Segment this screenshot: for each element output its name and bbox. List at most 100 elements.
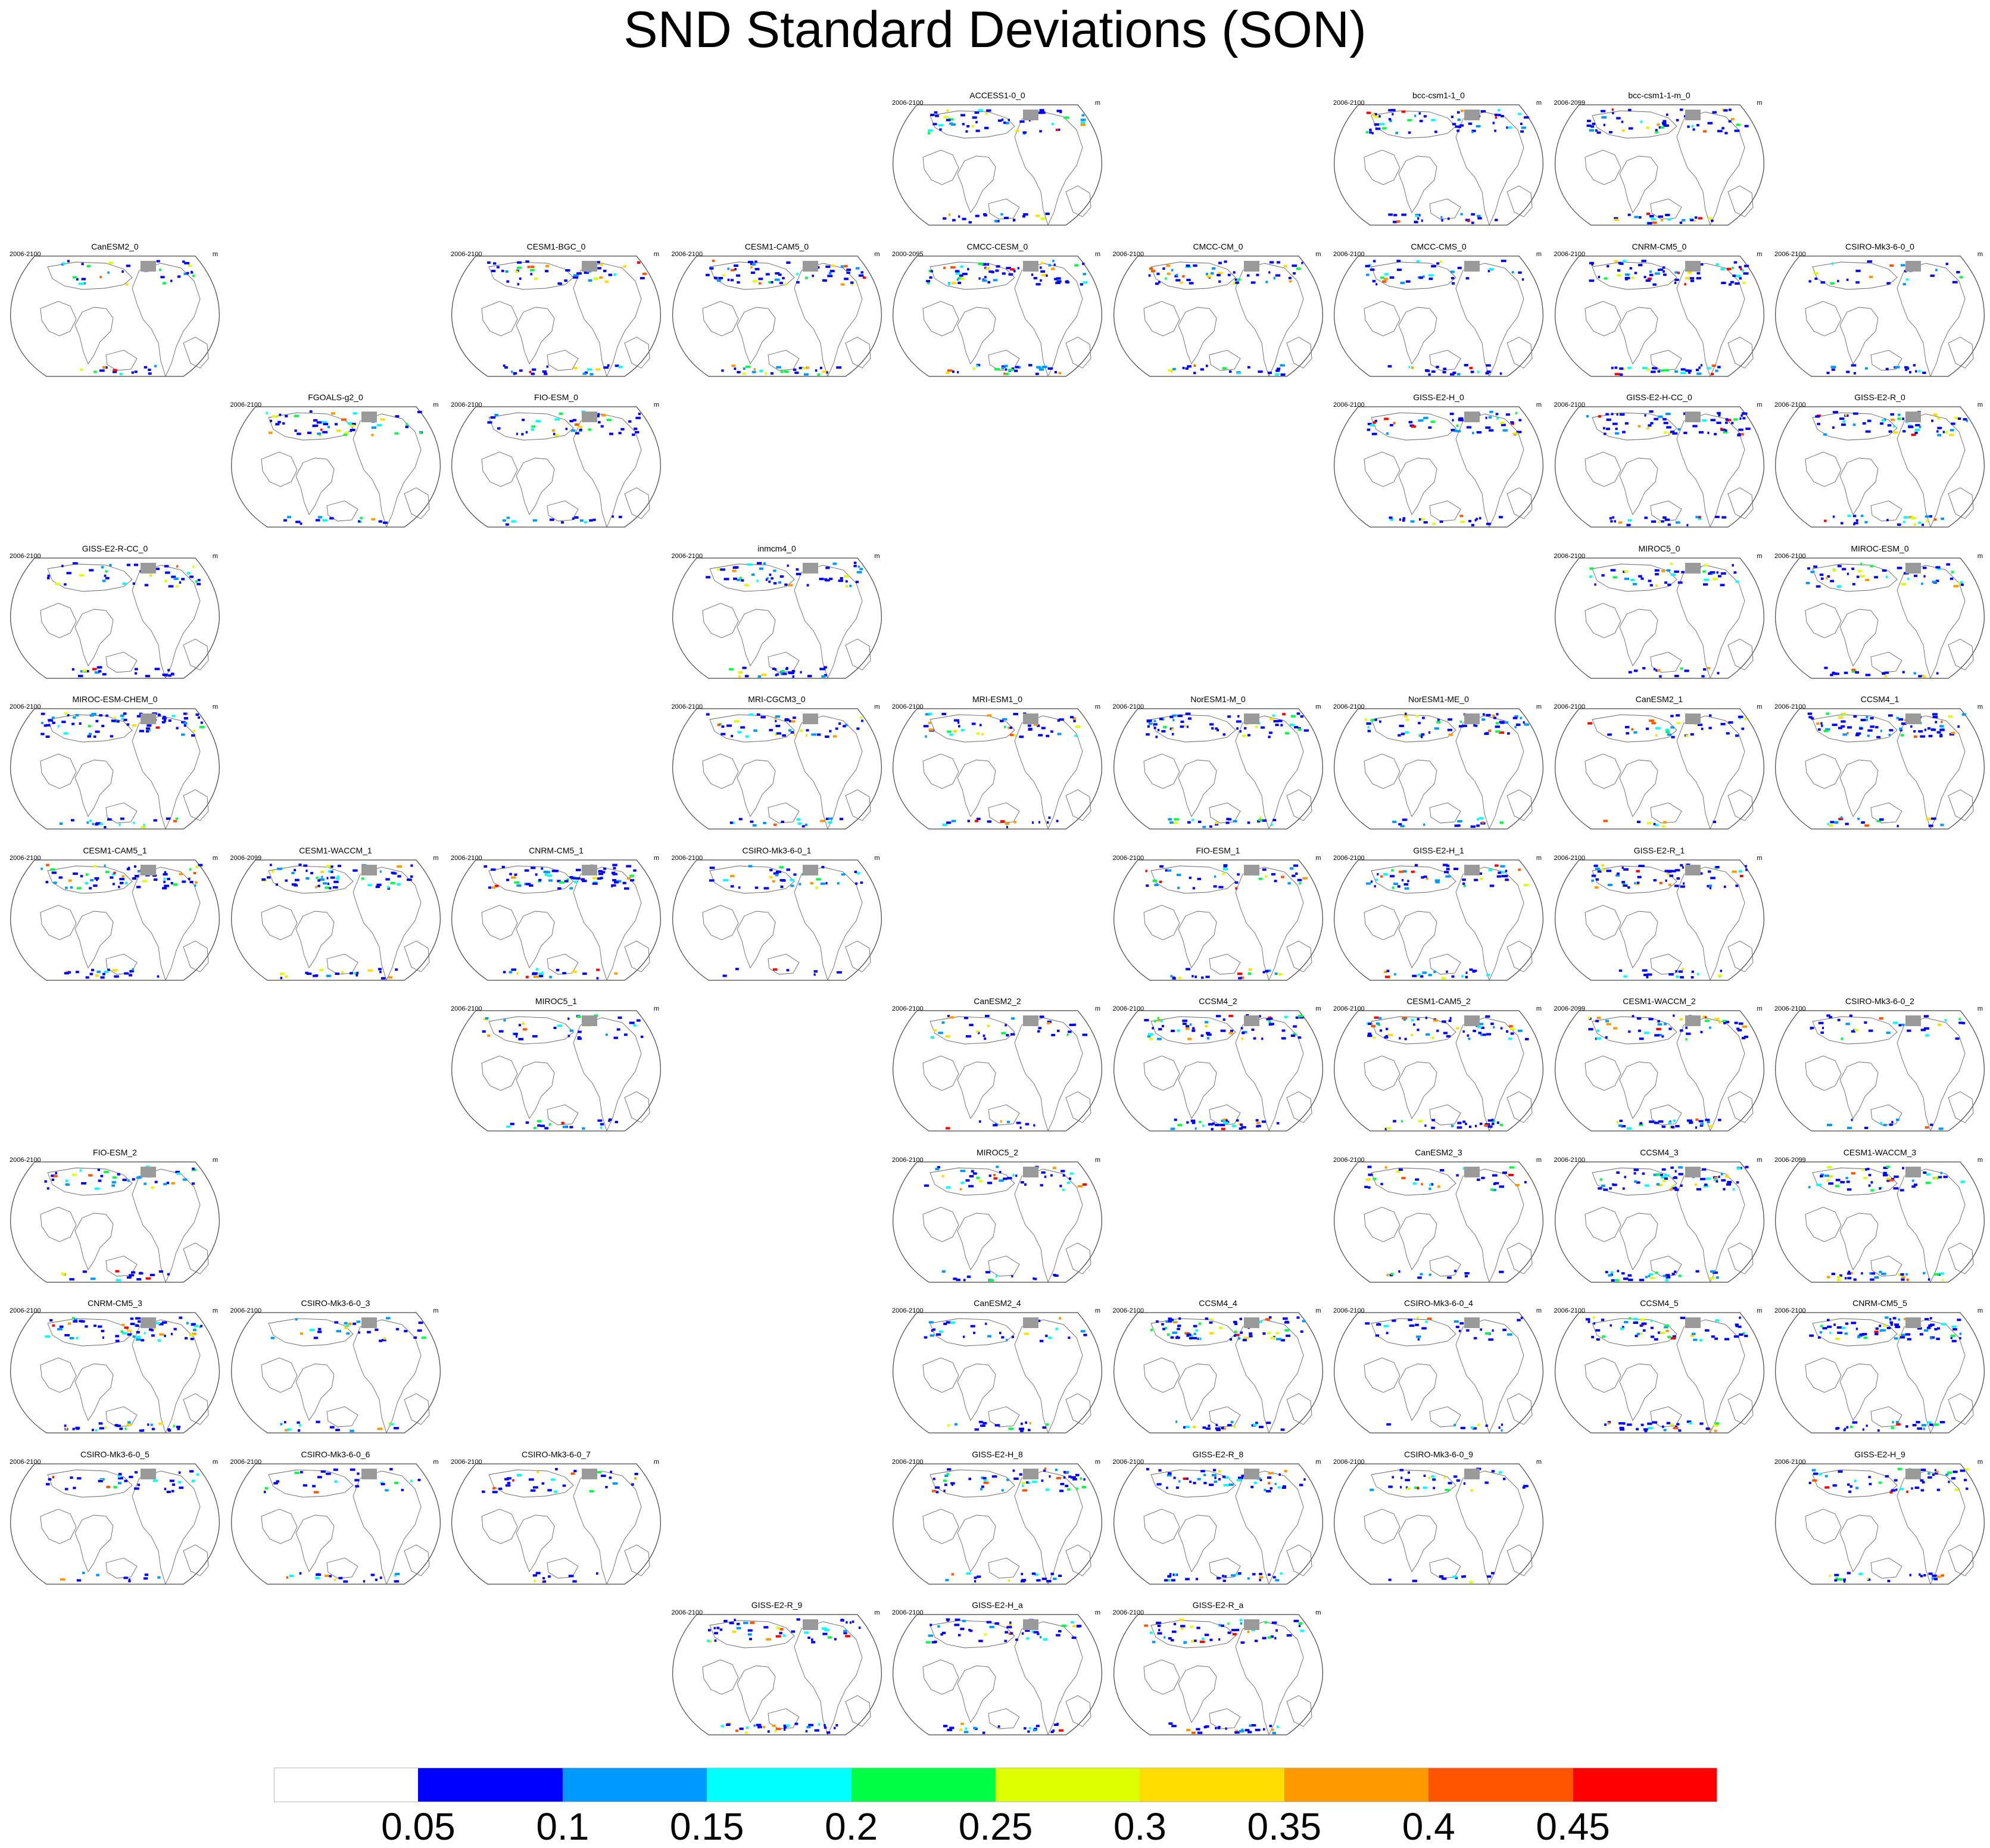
globe-map	[893, 708, 1102, 830]
globe-map	[672, 859, 882, 981]
globe-outline	[1113, 708, 1323, 830]
map-panel: GISS-E2-H_1 2006-2100 m	[1328, 846, 1549, 989]
globe-map	[1334, 104, 1543, 226]
coastline	[1371, 865, 1456, 893]
globe-outline	[1775, 708, 1985, 830]
globe-outline	[1775, 1463, 1985, 1585]
map-panel: FIO-ESM_1 2006-2100 m	[1108, 846, 1328, 989]
globe-map	[1113, 708, 1323, 830]
globe-outline	[893, 1614, 1102, 1735]
coastline	[1805, 1207, 1842, 1242]
globe-map	[893, 1463, 1102, 1585]
panel-title: MIROC-ESM-CHEM_0	[72, 694, 158, 704]
coastline	[957, 1061, 996, 1119]
panel-period: 2006-2100	[1774, 1307, 1806, 1314]
masked-region	[1905, 1468, 1921, 1479]
panel-title: CESM1-WACCM_1	[299, 845, 372, 855]
coastline	[1150, 1016, 1236, 1045]
coastline	[1619, 1213, 1658, 1270]
snow-cells	[1809, 1316, 1962, 1432]
panel-unit: m	[1757, 552, 1763, 560]
panel-period: 2006-2100	[892, 1156, 924, 1164]
coastline	[1727, 336, 1753, 369]
panel-title: GISS-E2-H_8	[972, 1449, 1023, 1459]
masked-region	[361, 1317, 377, 1328]
snow-cells	[924, 1165, 1087, 1282]
coastline	[1948, 1544, 1974, 1576]
panel-unit: m	[1094, 1005, 1100, 1012]
globe-outline	[893, 104, 1102, 226]
coastline	[1812, 1318, 1898, 1347]
coastline	[1371, 1318, 1456, 1347]
coastline	[1371, 1016, 1456, 1045]
coastline	[488, 412, 574, 441]
coastline	[768, 802, 800, 824]
panel-unit: m	[1315, 1609, 1321, 1616]
coastline	[709, 865, 795, 893]
panel-title: GISS-E2-R-CC_0	[82, 543, 148, 553]
coastline	[1014, 1319, 1083, 1434]
snow-cells	[926, 259, 1088, 375]
snow-cells	[924, 1317, 1087, 1432]
globe-map	[893, 1614, 1102, 1736]
coastline	[183, 1544, 209, 1576]
coastline	[922, 1055, 959, 1091]
panel-period: 2006-2100	[1554, 1307, 1586, 1314]
masked-region	[1685, 110, 1701, 120]
snow-cells	[1365, 1316, 1523, 1432]
coastline	[1619, 457, 1658, 515]
masked-region	[1023, 1015, 1038, 1026]
masked-region	[1464, 412, 1480, 422]
masked-region	[1905, 412, 1921, 422]
panel-unit: m	[212, 703, 218, 710]
snow-cells	[1807, 712, 1966, 828]
panel-unit: m	[1536, 854, 1542, 862]
snow-cells	[46, 1468, 199, 1582]
panel-unit: m	[433, 1307, 439, 1314]
panel-unit: m	[212, 854, 218, 862]
coastline	[1065, 336, 1091, 369]
coastline	[326, 500, 358, 522]
snow-cells	[1808, 1165, 1966, 1281]
coastline	[295, 1363, 334, 1421]
coastline	[1065, 1544, 1091, 1576]
masked-region	[1243, 1317, 1259, 1328]
globe-outline	[230, 1463, 441, 1585]
map-panel: CESM1-WACCM_1 2006-2099 m	[226, 846, 446, 989]
coastline	[844, 336, 871, 369]
coastline	[1455, 1470, 1524, 1585]
coastline	[1812, 1167, 1898, 1195]
coastline	[1506, 940, 1533, 973]
coastline	[516, 911, 555, 968]
coastline	[1619, 759, 1658, 817]
map-panel: GISS-E2-H_9 2006-2100 m	[1770, 1450, 1990, 1593]
coastline	[1591, 110, 1677, 139]
coastline	[957, 1665, 996, 1723]
map-panel: CNRM-CM5_3 2006-2100 m	[5, 1298, 225, 1441]
coastline	[74, 1514, 114, 1572]
panel-period: 2006-2100	[1333, 703, 1365, 710]
panel-unit: m	[1757, 99, 1763, 107]
coastline	[74, 307, 114, 364]
coastline	[132, 263, 201, 377]
coastline	[737, 1665, 775, 1723]
snow-cells	[482, 1014, 644, 1130]
panel-period: 2006-2100	[451, 401, 482, 409]
globe-map	[1554, 1010, 1764, 1132]
panel-unit: m	[1094, 250, 1100, 258]
globe-outline	[672, 255, 882, 377]
panel-unit: m	[1315, 1458, 1321, 1466]
panel-unit: m	[212, 552, 218, 560]
snow-cells	[482, 1467, 638, 1583]
coastline	[1805, 1357, 1842, 1393]
globe-map	[230, 406, 441, 528]
snow-cells	[923, 712, 1081, 828]
masked-region	[1464, 110, 1480, 120]
coastline	[1676, 867, 1745, 981]
map-panel: GISS-E2-R_1 2006-2100 m	[1549, 846, 1770, 989]
snow-cells	[263, 1467, 420, 1583]
colorbar-label: 0.25	[958, 1805, 1033, 1848]
panel-title: CCSM4_1	[1860, 694, 1899, 704]
coastline	[1897, 263, 1966, 377]
coastline	[1584, 451, 1621, 487]
